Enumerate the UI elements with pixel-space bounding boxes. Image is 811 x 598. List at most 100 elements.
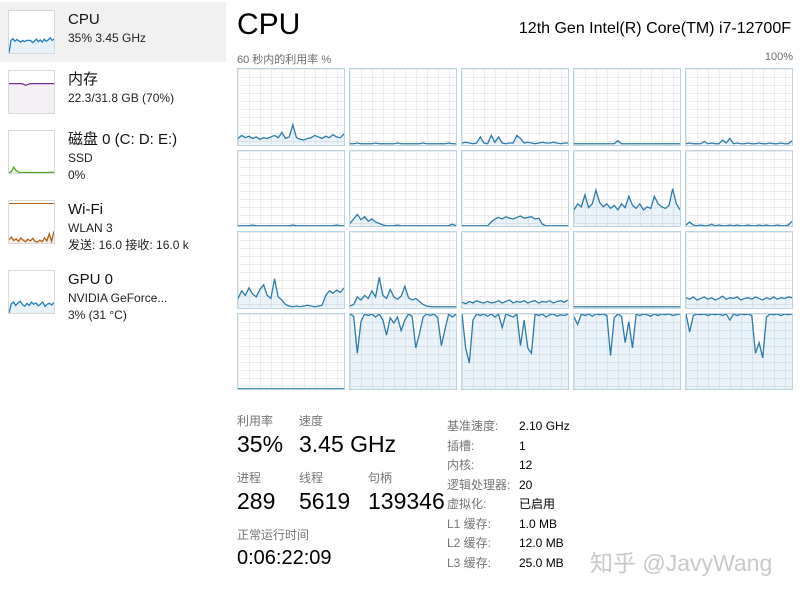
chart-axis-labels: 60 秒内的利用率 % 100% — [237, 51, 793, 67]
logical-processor-chart-16 — [349, 312, 457, 390]
chart-max-percent-label: 100% — [764, 51, 793, 63]
stat-threads-value: 5619 — [299, 488, 351, 514]
sidebar-item-memory[interactable]: 内存 22.3/31.8 GB (70%) — [0, 62, 226, 122]
spec-value: 已启用 — [519, 497, 556, 511]
spec-value: 25.0 MB — [519, 555, 564, 570]
logical-processor-chart-6 — [349, 149, 457, 227]
sidebar-item-detail: 0% — [68, 168, 86, 182]
sidebar-item-detail: 22.3/31.8 GB (70%) — [68, 91, 175, 105]
sidebar-item-wifi[interactable]: Wi-Fi WLAN 3 发送: 16.0 接收: 16.0 k — [0, 192, 226, 262]
spec-value: 12 — [519, 458, 533, 472]
cpu-stats-right: 基准速度: 2.10 GHz 插槽: 1 内核: 12 逻辑处理器: 20 虚拟化: 已启用 L1 … — [447, 417, 570, 573]
spec-row: 基准速度: 2.10 GHz — [447, 417, 570, 437]
page-title: CPU — [237, 8, 301, 41]
spec-row: 插槽: 1 — [447, 437, 570, 457]
logical-processor-chart-2 — [461, 68, 569, 146]
spec-value: 20 — [519, 477, 533, 492]
logical-processor-chart-15 — [237, 312, 345, 390]
sidebar-item-cpu[interactable]: CPU 35% 3.45 GHz — [0, 2, 226, 62]
logical-processor-chart-13 — [573, 231, 681, 309]
spec-value: 1.0 MB — [519, 516, 558, 531]
stat-utilization-value: 35% — [237, 431, 284, 457]
spec-label: L1 缓存: — [447, 516, 492, 531]
spec-value: 2.10 GHz — [519, 419, 570, 433]
sidebar-item-detail: 35% 3.45 GHz — [68, 31, 147, 45]
logical-processor-chart-14 — [685, 231, 793, 309]
spec-label: L3 缓存: — [447, 555, 492, 570]
spec-label: 基准速度: — [447, 419, 499, 433]
logical-processor-chart-19 — [685, 312, 793, 390]
logical-processor-chart-0 — [237, 68, 345, 146]
sidebar-item-disk[interactable]: 磁盘 0 (C: D: E:) SSD 0% — [0, 122, 226, 192]
spec-row: 虚拟化: 已启用 — [447, 495, 570, 515]
performance-sidebar: CPU 35% 3.45 GHz 内存 22.3/31.8 GB (70%) 磁盘 0 … — [0, 2, 226, 332]
sidebar-item-detail: NVIDIA GeForce... — [68, 291, 168, 305]
sidebar-item-title: 内存 — [68, 71, 99, 88]
logical-processor-chart-10 — [237, 231, 345, 309]
stat-uptime-label: 正常运行时间 — [237, 528, 310, 542]
stat-processes-label: 进程 — [237, 471, 262, 485]
logical-processor-chart-9 — [685, 149, 793, 227]
spec-row: L3 缓存: 25.0 MB — [447, 554, 570, 574]
logical-processor-chart-18 — [573, 312, 681, 390]
sidebar-item-title: 磁盘 0 (C: D: E:) — [68, 131, 178, 148]
wifi-mini-chart — [8, 200, 55, 244]
sidebar-item-title: CPU — [68, 11, 100, 28]
spec-value: 1 — [519, 438, 526, 453]
spec-row: L2 缓存: 12.0 MB — [447, 534, 570, 554]
spec-label: L2 缓存: — [447, 536, 492, 550]
sidebar-item-title: Wi-Fi — [68, 201, 103, 218]
spec-row: L1 缓存: 1.0 MB — [447, 515, 570, 535]
stat-speed-value: 3.45 GHz — [299, 431, 397, 457]
logical-processor-chart-5 — [237, 149, 345, 227]
stat-threads: 线程 5619 — [299, 470, 368, 514]
stat-processes: 进程 289 — [237, 470, 299, 514]
stat-uptime: 正常运行时间 0:06:22:09 — [237, 527, 332, 571]
zhihu-watermark: 知乎 @JavyWang — [590, 550, 773, 576]
spec-row: 逻辑处理器: 20 — [447, 476, 570, 496]
sidebar-item-text: GPU 0 NVIDIA GeForce... 3% (31 °C) — [68, 270, 167, 324]
stat-processes-value: 289 — [237, 488, 276, 514]
sidebar-item-text: 磁盘 0 (C: D: E:) SSD 0% — [68, 130, 177, 184]
spec-row: 内核: 12 — [447, 456, 570, 476]
logical-processor-chart-17 — [461, 312, 569, 390]
sidebar-item-text: 内存 22.3/31.8 GB (70%) — [68, 70, 174, 114]
sidebar-item-text: CPU 35% 3.45 GHz — [68, 10, 146, 54]
logical-processor-chart-3 — [573, 68, 681, 146]
logical-processor-chart-12 — [461, 231, 569, 309]
stat-handles-value: 139346 — [368, 488, 445, 514]
cpu-stats-left: 利用率 35% 速度 3.45 GHz 进程 289 线程 5619 句柄 13… — [237, 413, 445, 584]
sidebar-item-title: GPU 0 — [68, 271, 114, 288]
stat-handles: 句柄 139346 — [368, 470, 445, 514]
spec-label: 插槽: — [447, 438, 475, 453]
gpu-mini-chart — [8, 270, 55, 314]
chart-timespan-label: 60 秒内的利用率 % — [237, 54, 332, 66]
stat-uptime-value: 0:06:22:09 — [237, 547, 332, 569]
disk-mini-chart — [8, 130, 55, 174]
sidebar-item-gpu[interactable]: GPU 0 NVIDIA GeForce... 3% (31 °C) — [0, 262, 226, 332]
sidebar-item-detail: 发送: 16.0 接收: 16.0 k — [68, 238, 189, 252]
stat-utilization: 利用率 35% — [237, 413, 299, 457]
cpu-model-name: 12th Gen Intel(R) Core(TM) i7-12700F — [518, 20, 791, 37]
spec-value: 12.0 MB — [519, 536, 564, 550]
sidebar-item-detail: WLAN 3 — [68, 221, 113, 235]
stat-threads-label: 线程 — [299, 471, 324, 485]
spec-label: 内核: — [447, 458, 475, 472]
stat-speed: 速度 3.45 GHz — [299, 413, 396, 457]
spec-label: 虚拟化: — [447, 497, 487, 511]
cpu-mini-chart — [8, 10, 55, 54]
sidebar-item-text: Wi-Fi WLAN 3 发送: 16.0 接收: 16.0 k — [68, 200, 189, 254]
logical-processor-chart-11 — [349, 231, 457, 309]
stat-handles-label: 句柄 — [368, 471, 393, 485]
cpu-core-utilization-grid[interactable] — [237, 68, 793, 390]
logical-processor-chart-8 — [573, 149, 681, 227]
sidebar-item-detail: 3% (31 °C) — [68, 308, 127, 322]
logical-processor-chart-4 — [685, 68, 793, 146]
stat-speed-label: 速度 — [299, 414, 324, 428]
logical-processor-chart-1 — [349, 68, 457, 146]
memory-mini-chart — [8, 70, 55, 114]
stat-utilization-label: 利用率 — [237, 414, 274, 428]
spec-label: 逻辑处理器: — [447, 477, 511, 492]
logical-processor-chart-7 — [461, 149, 569, 227]
sidebar-item-detail: SSD — [68, 151, 93, 165]
